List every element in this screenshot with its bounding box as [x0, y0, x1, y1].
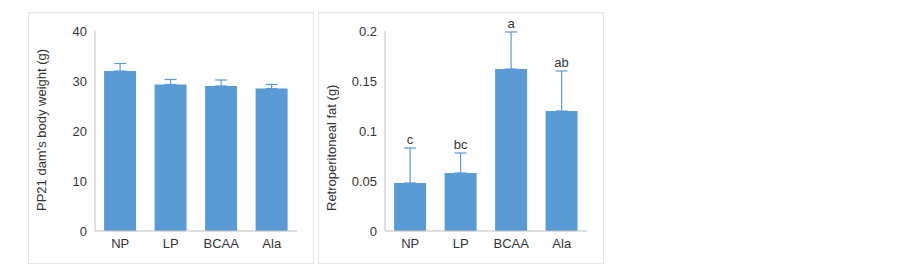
svg-text:a: a: [507, 16, 515, 31]
svg-text:0.2: 0.2: [359, 24, 377, 39]
svg-text:30: 30: [73, 74, 87, 89]
svg-text:Ala: Ala: [262, 236, 282, 251]
svg-text:BCAA: BCAA: [494, 236, 530, 251]
svg-text:40: 40: [73, 24, 87, 39]
svg-text:LP: LP: [453, 236, 469, 251]
svg-text:BCAA: BCAA: [204, 236, 240, 251]
svg-text:c: c: [407, 132, 414, 147]
svg-text:NP: NP: [111, 236, 129, 251]
svg-text:ab: ab: [554, 55, 568, 70]
svg-text:0: 0: [80, 224, 87, 239]
svg-text:Ala: Ala: [552, 236, 572, 251]
svg-text:0.1: 0.1: [359, 124, 377, 139]
svg-text:LP: LP: [163, 236, 179, 251]
svg-text:NP: NP: [401, 236, 419, 251]
svg-text:0: 0: [370, 224, 377, 239]
svg-text:bc: bc: [454, 137, 468, 152]
svg-text:10: 10: [73, 174, 87, 189]
svg-text:PP21 dam's body weight (g): PP21 dam's body weight (g): [34, 49, 49, 211]
svg-text:0.05: 0.05: [352, 174, 377, 189]
svg-text:0.15: 0.15: [352, 74, 377, 89]
svg-text:20: 20: [73, 124, 87, 139]
svg-text:Retroperitoneal fat (g): Retroperitoneal fat (g): [324, 85, 339, 211]
